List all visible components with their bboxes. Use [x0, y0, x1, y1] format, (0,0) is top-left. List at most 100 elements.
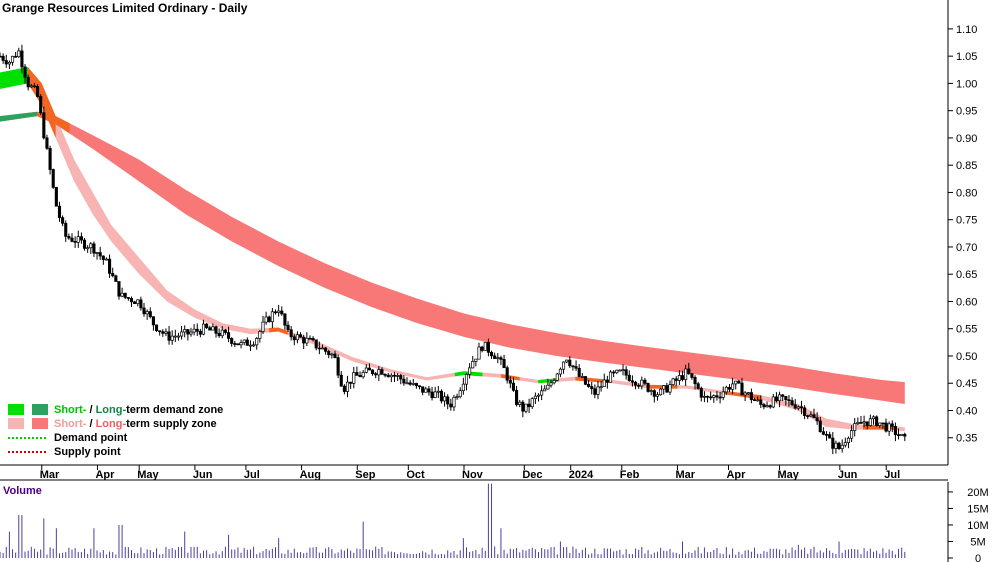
zone-transition-segment — [269, 327, 288, 335]
candle — [333, 350, 337, 359]
candle — [70, 233, 74, 243]
candle — [45, 134, 49, 150]
price-tick-label: 0.85 — [956, 160, 977, 172]
candle — [139, 296, 143, 311]
month-label: 2024 — [569, 469, 594, 481]
candle — [414, 382, 418, 389]
candle — [183, 325, 187, 338]
candle — [696, 381, 700, 390]
candle — [518, 399, 522, 408]
candle — [474, 358, 478, 367]
candle — [684, 364, 688, 386]
candle — [236, 343, 240, 346]
legend-text: Supply point — [54, 446, 121, 458]
candle — [392, 371, 397, 382]
candle — [133, 300, 137, 305]
candle — [746, 391, 750, 396]
candle — [599, 380, 603, 392]
month-label: Jul — [244, 469, 260, 481]
candle — [399, 373, 403, 385]
candle — [587, 380, 591, 388]
candle — [868, 414, 872, 427]
candle — [850, 425, 854, 442]
candle — [618, 369, 622, 372]
candle — [706, 395, 710, 403]
candle — [427, 385, 431, 396]
price-tick-label: 0.45 — [956, 378, 977, 390]
candle — [612, 370, 616, 378]
candle — [336, 354, 340, 379]
candle — [439, 389, 443, 404]
legend-swatch-short — [8, 418, 24, 429]
legend-text: Short- / Long-term demand zone — [54, 404, 223, 416]
candle — [292, 334, 296, 346]
candle — [108, 254, 112, 278]
candle — [1, 53, 5, 64]
candle — [299, 332, 303, 338]
candle — [749, 388, 753, 404]
candle — [411, 378, 415, 386]
zone-transition-segment — [575, 376, 604, 383]
candle — [759, 395, 763, 409]
candle — [843, 437, 847, 448]
zones-layer — [0, 67, 905, 432]
candle — [693, 375, 697, 390]
legend-item: Demand point — [8, 432, 128, 444]
candle — [342, 384, 346, 395]
candle — [320, 344, 325, 350]
candle — [245, 337, 249, 346]
candle — [314, 339, 318, 351]
candle — [871, 415, 876, 425]
candle — [64, 220, 68, 242]
candle — [217, 328, 221, 338]
candle — [239, 339, 243, 349]
candle — [637, 383, 641, 389]
candle — [98, 246, 102, 260]
candle — [690, 373, 694, 380]
candle — [630, 375, 634, 387]
candle — [468, 363, 472, 379]
candle — [364, 364, 368, 374]
candle — [593, 384, 597, 399]
candle — [464, 372, 469, 391]
candle — [136, 299, 140, 307]
candle — [649, 388, 653, 396]
candle — [896, 428, 901, 440]
candle — [803, 405, 807, 420]
legend-item: Short- / Long-term supply zone — [8, 418, 217, 430]
candle — [859, 415, 863, 424]
candle — [374, 371, 378, 379]
candle — [161, 329, 165, 337]
candle — [92, 241, 96, 257]
candle — [201, 319, 206, 336]
candle — [530, 397, 534, 409]
candle — [79, 232, 83, 244]
candle — [302, 334, 306, 350]
candle — [255, 336, 259, 350]
month-label: Jul — [884, 469, 900, 481]
candle — [186, 328, 190, 341]
candle — [7, 60, 11, 70]
candle — [615, 369, 619, 375]
month-label: Jun — [193, 469, 213, 481]
candle — [652, 389, 656, 403]
volume-tick-label: 0 — [975, 553, 981, 562]
candle — [205, 322, 209, 330]
candle — [242, 339, 246, 346]
candle — [377, 366, 381, 382]
candle — [765, 401, 769, 408]
candle — [361, 369, 365, 379]
candle — [853, 418, 857, 437]
legend-item: Supply point — [8, 446, 121, 458]
candle — [189, 327, 193, 337]
price-tick-label: 0.95 — [956, 106, 977, 118]
candle — [142, 302, 146, 317]
candle — [233, 340, 237, 348]
candle — [264, 311, 268, 325]
candle — [26, 74, 30, 91]
candle — [727, 384, 732, 392]
candle — [831, 432, 835, 455]
candle — [821, 427, 825, 436]
candle — [577, 364, 581, 378]
candle — [715, 390, 719, 401]
